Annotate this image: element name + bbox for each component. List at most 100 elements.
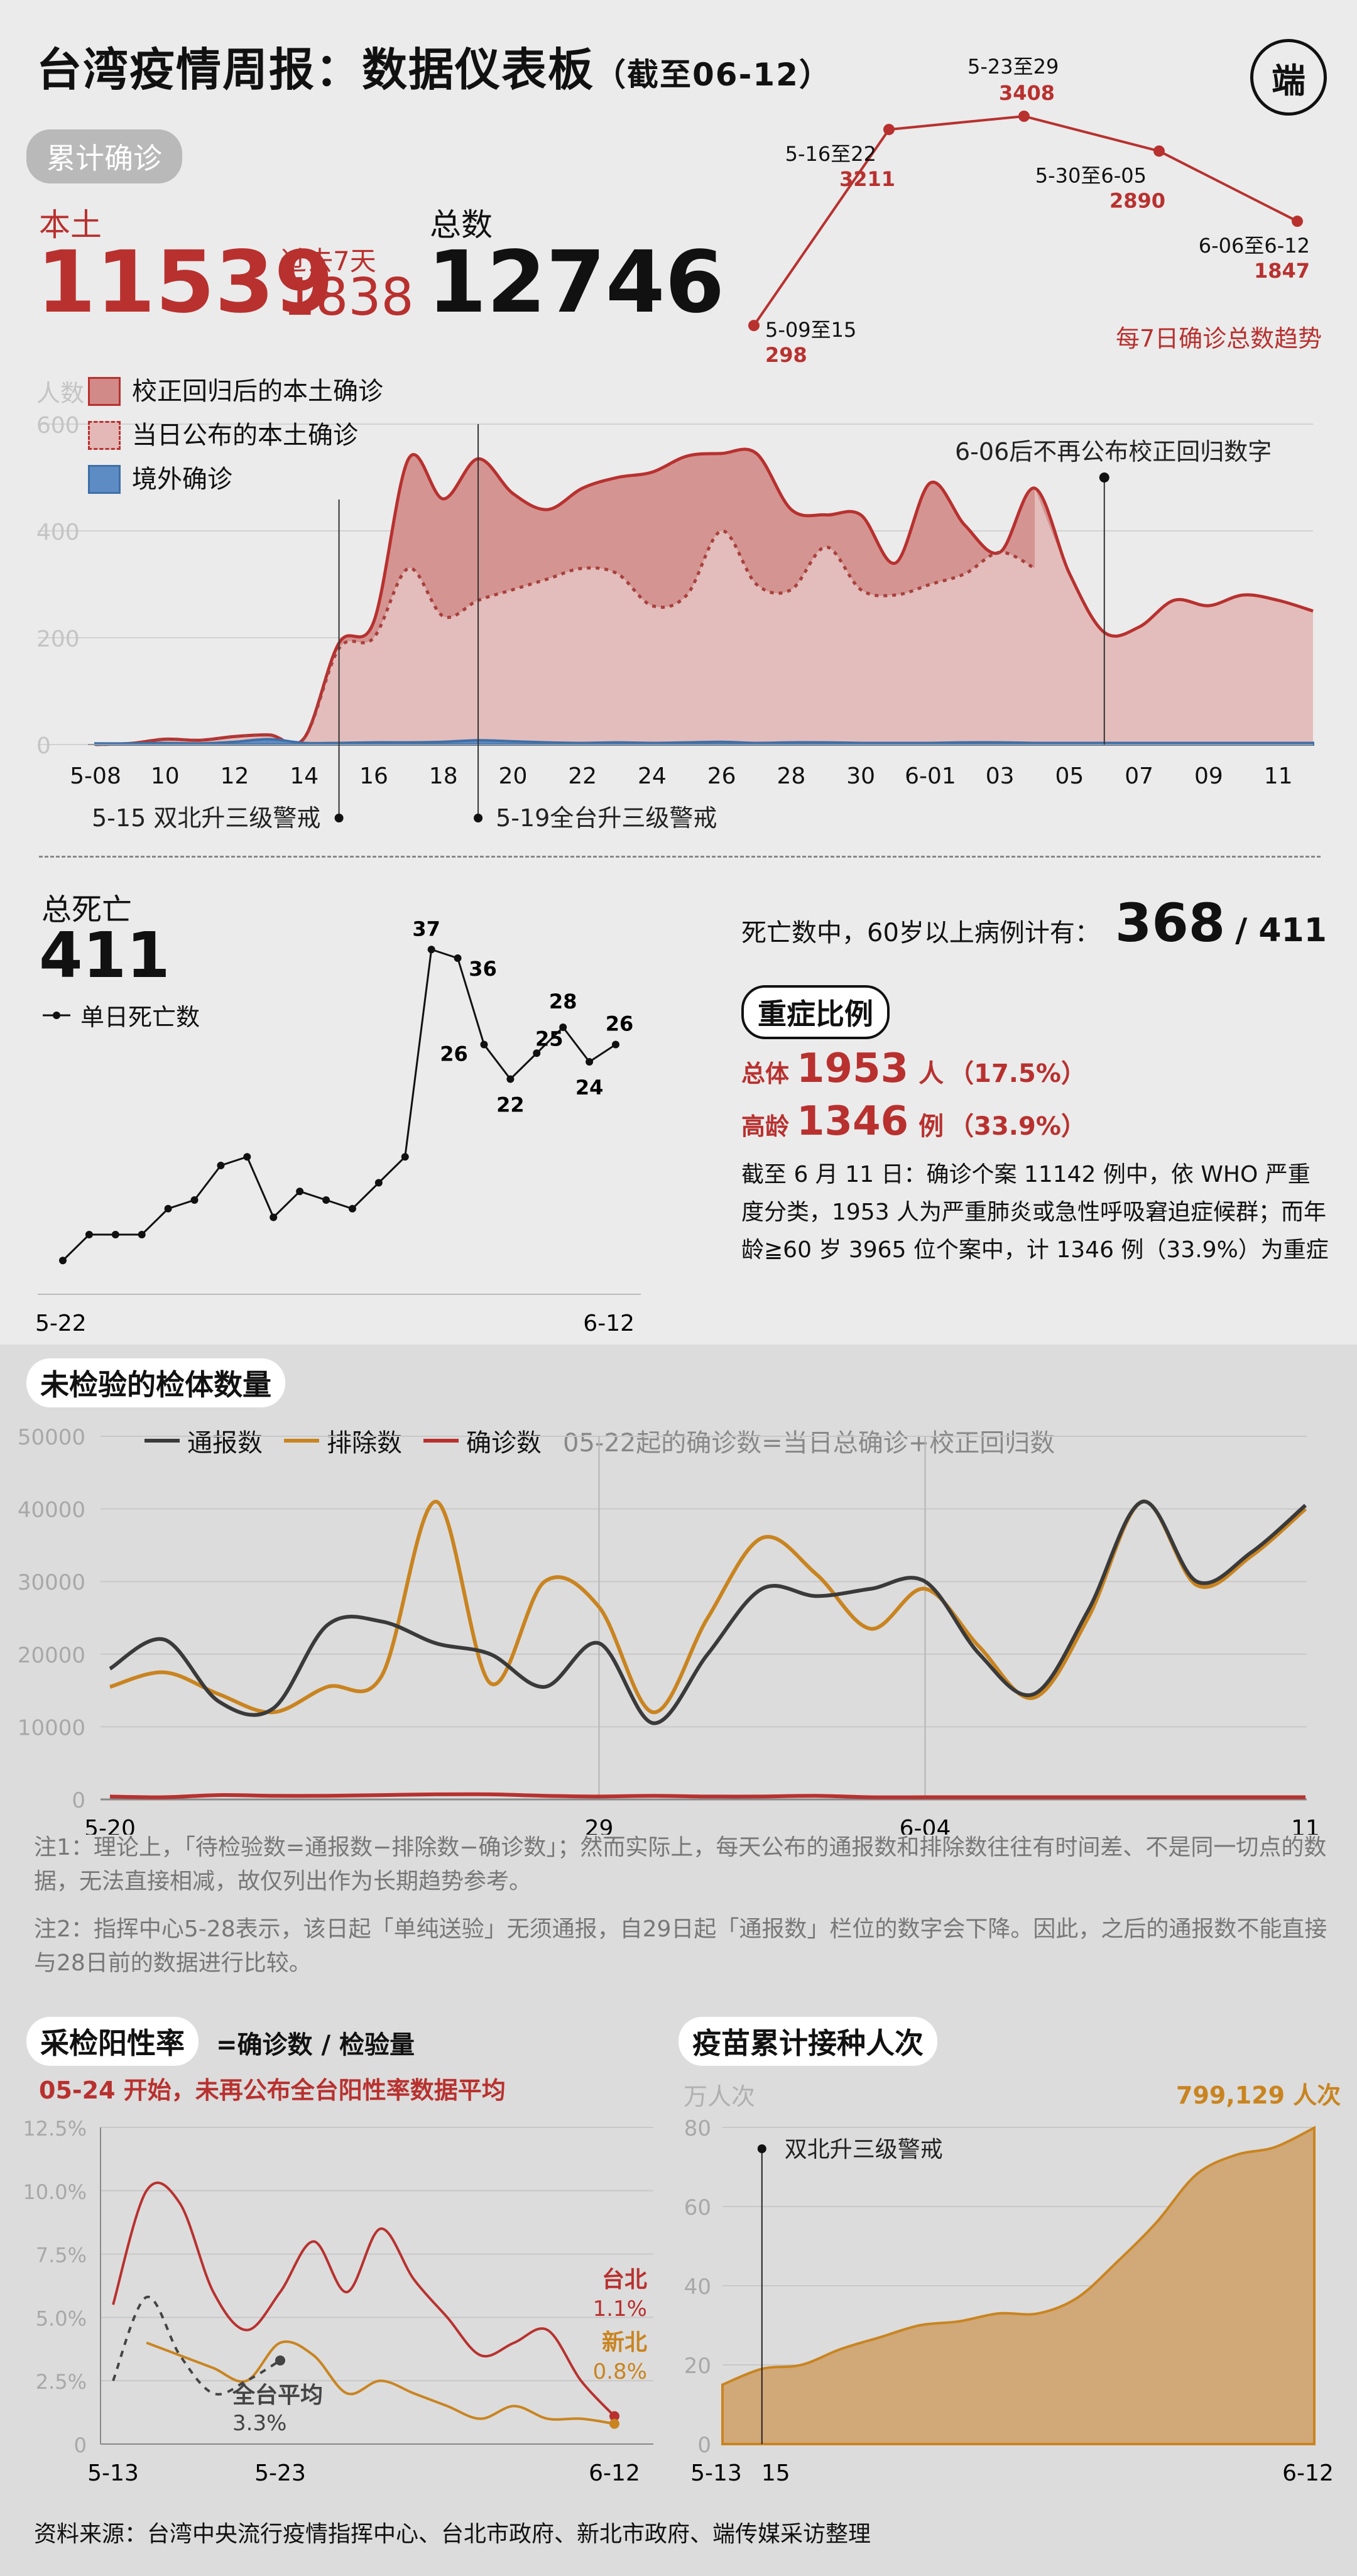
newtaipei-line	[146, 2340, 615, 2425]
severe-elder-unit: 例	[918, 1112, 944, 1141]
positivity-pill: 采检阳性率	[26, 2017, 199, 2066]
daily-y-unit: 人数	[36, 379, 85, 407]
daily-x-tick: 14	[290, 763, 319, 789]
deaths-point	[138, 1231, 146, 1238]
source-note: 资料来源：台湾中央流行疫情指挥中心、台北市政府、新北市政府、端传媒采访整理	[34, 2521, 871, 2547]
daily-x-tick: 07	[1125, 763, 1153, 789]
legend-reported-label: 通报数	[187, 1429, 263, 1458]
deaths-line	[62, 948, 616, 1262]
severe-total-value: 1953	[797, 1045, 909, 1092]
past7-label: 过去7天	[280, 246, 376, 276]
daily-x-tick: 28	[777, 763, 806, 789]
deaths-point	[322, 1196, 330, 1204]
legend-reported-line	[144, 1439, 180, 1443]
legend-label-imported: 境外确诊	[132, 465, 232, 494]
vaccine-x-tick: 6-12	[1282, 2460, 1334, 2486]
local-value: 11539	[36, 233, 334, 332]
weekly-point	[748, 320, 760, 332]
pending-x-tick: 29	[585, 1816, 614, 1835]
pending-x-tick: 6-04	[900, 1816, 951, 1835]
severe-total: 总体 1953 人 （17.5%）	[741, 1045, 1086, 1092]
weekly-point	[883, 124, 895, 136]
area-after-606	[1035, 488, 1313, 745]
vaccine-pill: 疫苗累计接种人次	[678, 2017, 937, 2066]
national-label: 全台平均	[232, 2382, 323, 2408]
deaths-point	[243, 1153, 251, 1161]
deaths-label: 总死亡	[41, 892, 133, 927]
legend-label-announced: 当日公布的本土确诊	[132, 421, 358, 450]
weekly-point	[1018, 111, 1030, 122]
legend-excluded-line	[284, 1439, 319, 1443]
vaccine-y-tick: 20	[684, 2354, 711, 2379]
positivity-chart: 0 2.5% 5.0% 7.5% 10.0% 12.5% 台北 1.1% 新北 0.8% 全台平均 3…	[23, 2117, 653, 2486]
area-imported	[94, 738, 1314, 746]
total-label: 总数	[430, 207, 493, 243]
severe-pill: 重症比例	[741, 985, 890, 1039]
deaths-data-label: 37	[412, 917, 440, 941]
deaths-data-label: 26	[440, 1042, 468, 1066]
daily-x-tick: 22	[568, 763, 597, 789]
legend-corrected: 校正回归后的本土确诊	[88, 369, 383, 413]
pending-legend: 通报数 排除数 确诊数 05-22起的确诊数=当日总确诊+校正回归数	[144, 1422, 1055, 1459]
severe-total-unit: 人	[918, 1059, 944, 1088]
deaths-point	[480, 1040, 488, 1049]
legend-swatch-corrected	[88, 377, 121, 406]
legend-announced: 当日公布的本土确诊	[88, 413, 383, 457]
deaths-point	[586, 1058, 594, 1066]
over60-value: 368	[1114, 892, 1226, 954]
positivity-x-tick: 6-12	[589, 2460, 640, 2486]
line-announced	[95, 529, 1036, 746]
weekly-value: 3211	[839, 167, 895, 191]
deaths-point	[270, 1213, 278, 1221]
over60-total: / 411	[1235, 912, 1327, 949]
pending-y-tick: 10000	[18, 1715, 85, 1740]
vaccine-y-tick: 40	[684, 2274, 711, 2300]
positivity-y-tick: 0	[74, 2433, 87, 2457]
weekly-point	[1153, 145, 1165, 157]
weekly-value: 1847	[1254, 259, 1310, 283]
weekly-label: 5-23至29	[967, 57, 1059, 79]
deaths-legend-marker	[43, 1011, 70, 1019]
vaccine-area	[721, 2126, 1316, 2445]
deaths-point	[612, 1040, 619, 1049]
severe-elder: 高龄 1346 例 （33.9%）	[741, 1098, 1086, 1145]
confirmed-line	[109, 1792, 1305, 1799]
daily-x-tick: 6-01	[905, 763, 956, 789]
vaccine-y-tick: 60	[684, 2195, 711, 2220]
pending-y-tick: 20000	[18, 1643, 85, 1668]
positivity-y-tick: 10.0%	[23, 2180, 87, 2204]
vaccine-annotation: 双北升三级警戒	[785, 2137, 943, 2163]
severe-elder-value: 1346	[797, 1098, 909, 1145]
daily-x-tick: 05	[1055, 763, 1084, 789]
annotation-dot-606	[1099, 472, 1109, 483]
daily-x-tick: 09	[1194, 763, 1223, 789]
daily-x-tick: 12	[221, 763, 249, 789]
deaths-data-label: 22	[496, 1093, 525, 1117]
excluded-line	[109, 1500, 1307, 1715]
deaths-data-label: 26	[606, 1012, 634, 1036]
legend-confirmed-label: 确诊数	[466, 1429, 542, 1458]
vaccine-x-tick: 5-13	[690, 2460, 742, 2486]
page-title: 台湾疫情周报：数据仪表板（截至06-12）	[36, 33, 832, 99]
weekly-trend-caption: 每7日确诊总数趋势	[1116, 325, 1322, 352]
weekly-label: 5-09至15	[765, 318, 856, 342]
severe-note: 截至 6 月 11 日：确诊个案 11142 例中，依 WHO 严重度分类，19…	[741, 1162, 1329, 1263]
daily-x-tick: 26	[707, 763, 736, 789]
daily-x-tick: 20	[499, 763, 528, 789]
positivity-y-tick: 7.5%	[36, 2244, 87, 2268]
weekly-value: 2890	[1109, 188, 1165, 212]
weekly-label: 5-30至6-05	[1035, 163, 1147, 187]
pending-y-tick: 50000	[18, 1425, 85, 1450]
vaccine-chart: 0 20 40 60 80 双北升三级警戒 5-13 15 6-12	[684, 2116, 1334, 2486]
deaths-chart: 37 36 26 22 25 28 24 26 5-22 6-12	[35, 917, 641, 1336]
deaths-legend: 单日死亡数	[41, 998, 200, 1032]
positivity-x-tick: 5-23	[254, 2460, 306, 2486]
deaths-point	[454, 954, 462, 962]
positivity-formula: =确诊数 / 检验量	[216, 2031, 415, 2060]
daily-y-tick: 200	[36, 626, 80, 652]
reported-line	[109, 1500, 1307, 1725]
severe-elder-pct: （33.9%）	[949, 1112, 1086, 1141]
deaths-point	[401, 1153, 409, 1161]
positivity-y-tick: 2.5%	[36, 2370, 87, 2394]
